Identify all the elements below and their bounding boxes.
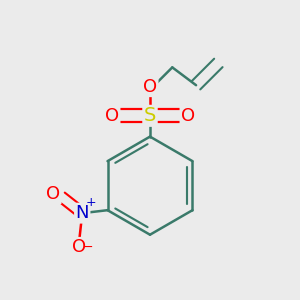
Text: +: + (86, 196, 97, 209)
Text: O: O (46, 185, 60, 203)
Text: O: O (72, 238, 86, 256)
Text: −: − (83, 241, 94, 254)
Text: O: O (105, 107, 119, 125)
Text: O: O (143, 78, 157, 96)
Text: N: N (76, 204, 89, 222)
Text: S: S (144, 106, 156, 125)
Text: O: O (181, 107, 195, 125)
